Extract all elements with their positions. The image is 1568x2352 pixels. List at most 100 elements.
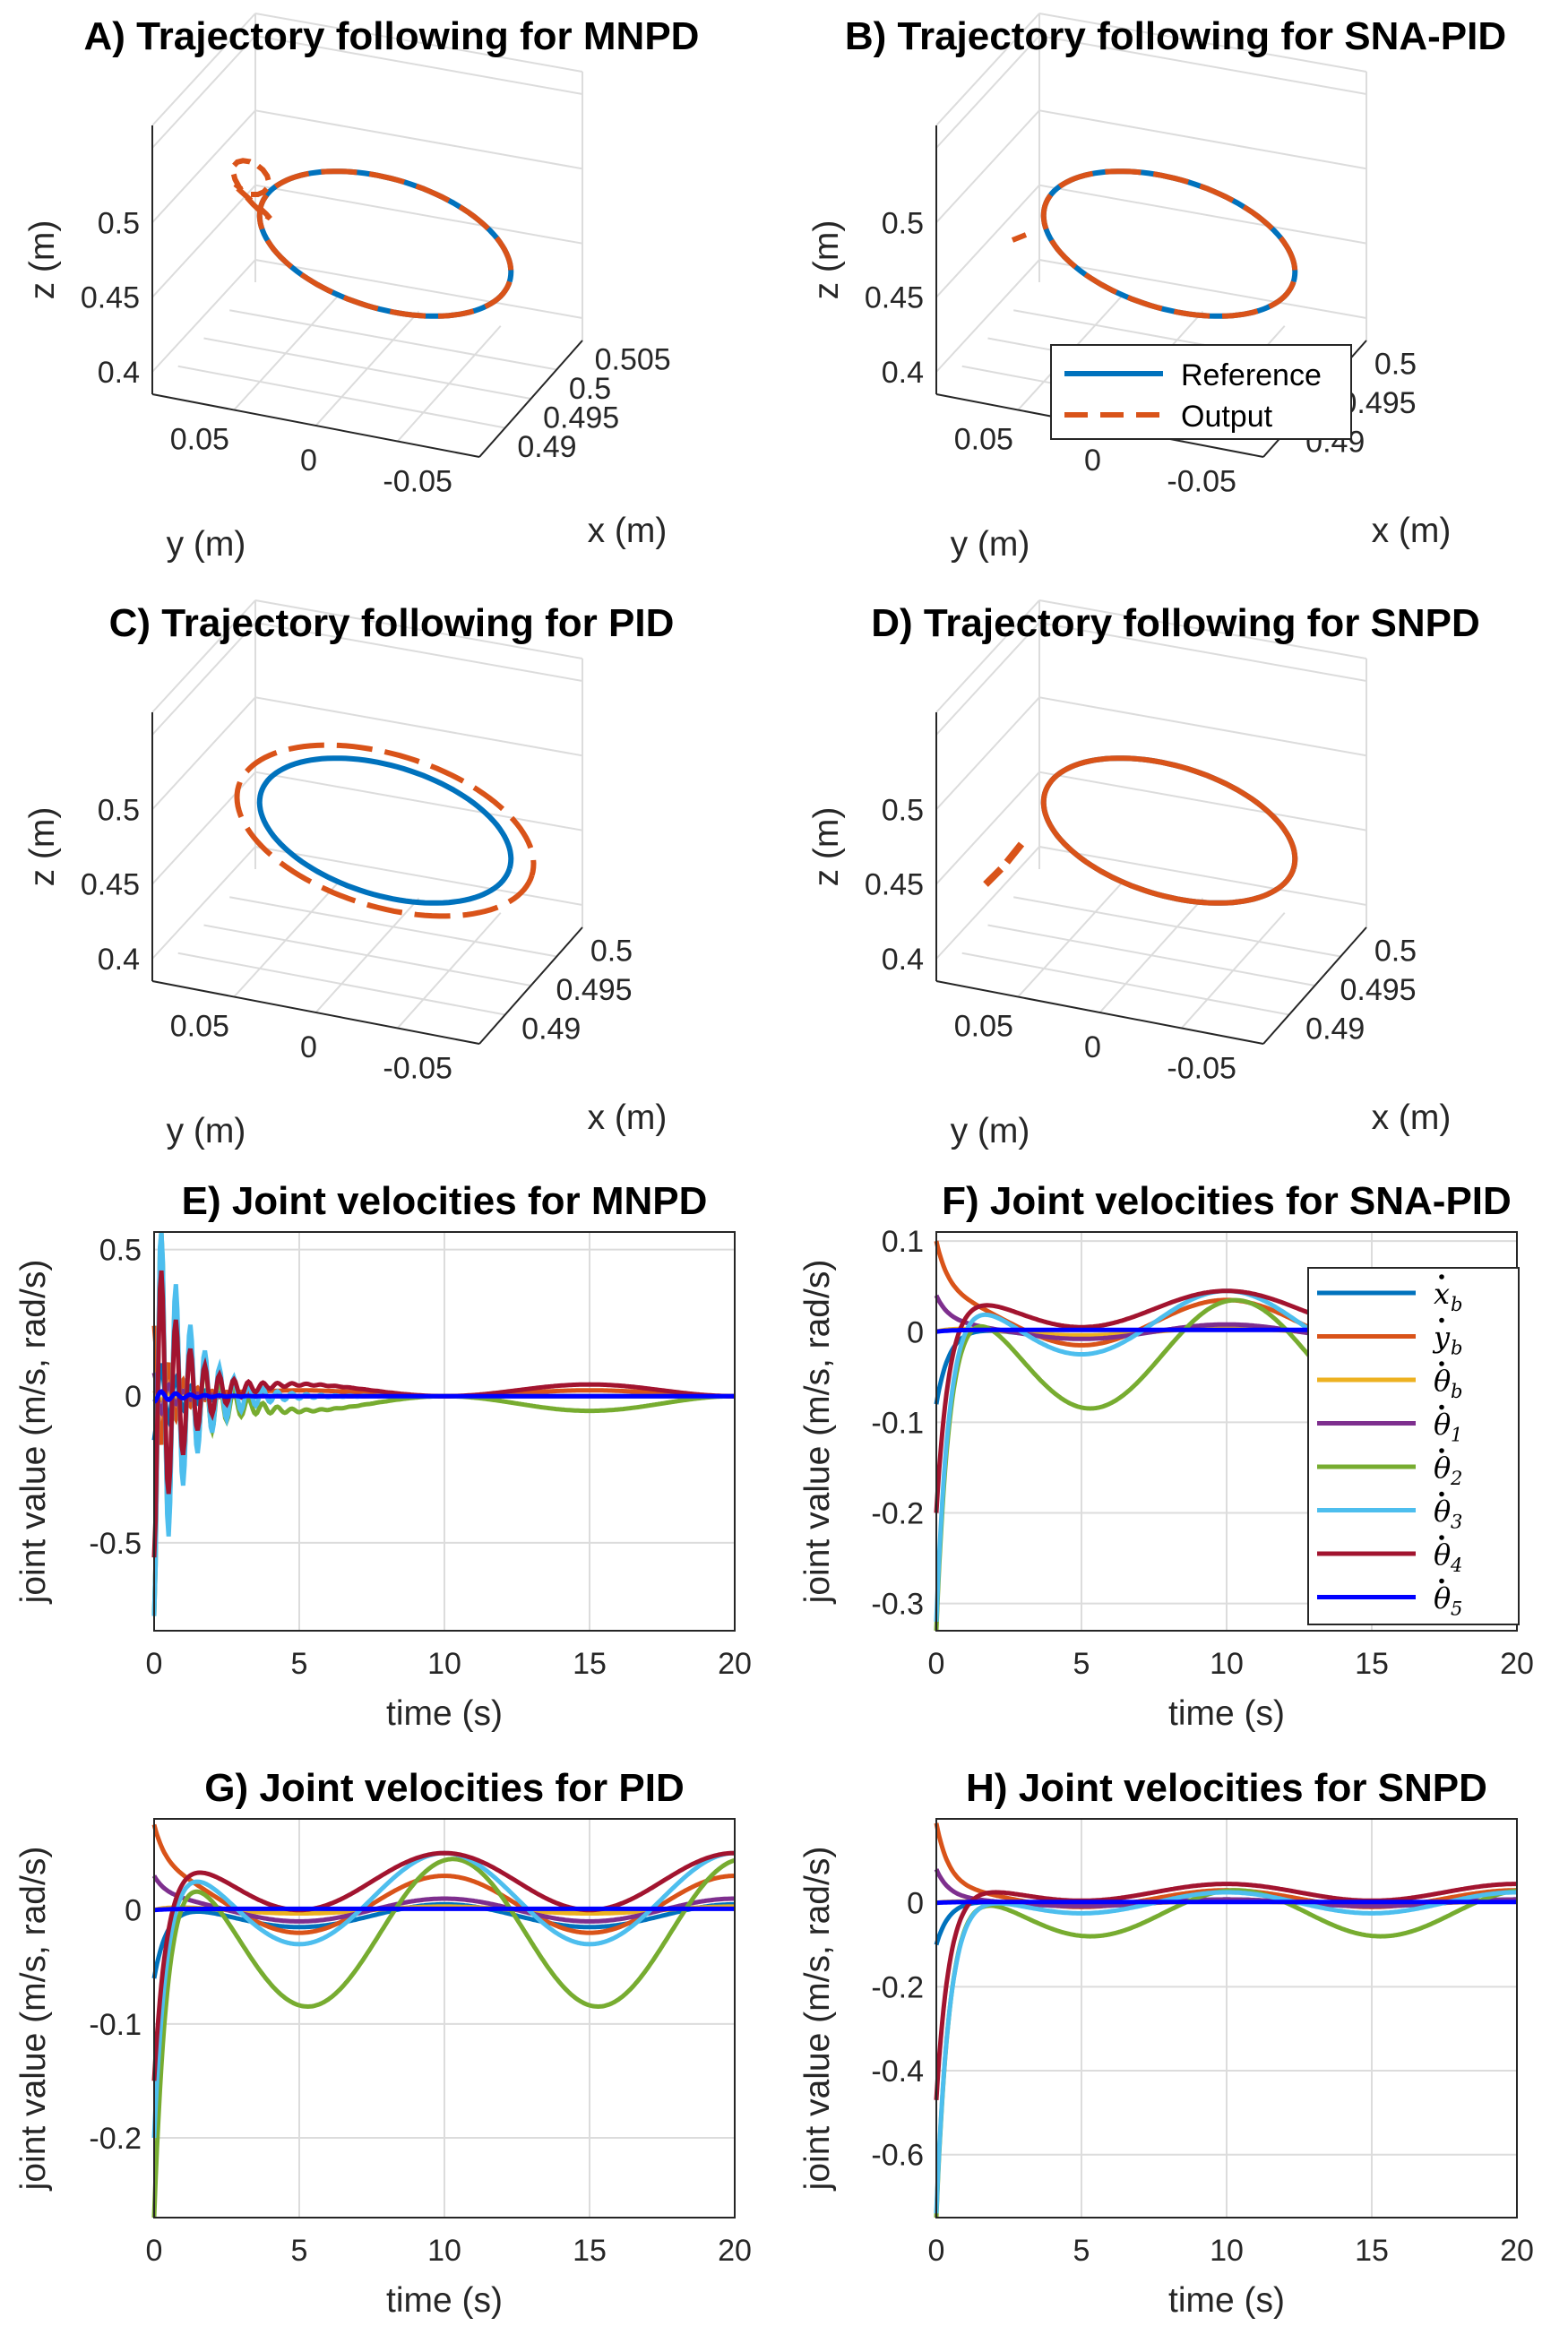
y-tick-label: -0.05 (1167, 464, 1236, 498)
x-tick-label: 0.5 (1374, 348, 1417, 382)
y-tick-label: -0.6 (871, 2139, 924, 2173)
x-tick-label: 0 (146, 1647, 163, 1681)
legend-symbol: x (1434, 1277, 1450, 1311)
y-tick-label: 0.05 (954, 1010, 1013, 1044)
x-tick-label: 0.505 (595, 342, 671, 376)
legend-symbol: θ (1434, 1495, 1451, 1529)
grid-line (935, 34, 1367, 149)
grid-line (987, 924, 1315, 986)
y-tick-label: 0.1 (882, 1225, 924, 1259)
x-tick-label: 20 (1500, 2234, 1534, 2268)
grid-line (935, 109, 1367, 223)
x-tick-label: 20 (718, 1647, 752, 1681)
grid-line (151, 34, 583, 149)
output-trajectory (234, 742, 537, 919)
z-tick-label: 0.45 (81, 868, 140, 902)
y-tick-label: -0.2 (871, 1970, 924, 2004)
legend-symbol: θ (1434, 1408, 1451, 1442)
grid-line (151, 621, 583, 736)
grid-line (1181, 912, 1286, 1030)
x-tick-label: 0.495 (1340, 386, 1417, 420)
panel-title: A) Trajectory following for MNPD (84, 14, 700, 58)
axes-frame (935, 1818, 1518, 2218)
y-tick-label: -0.4 (871, 2055, 924, 2089)
y-tick-label: -0.1 (871, 1406, 924, 1440)
y-axis-label: y (m) (167, 525, 246, 564)
grid-line (397, 912, 502, 1030)
x-axis-label: x (m) (588, 512, 668, 550)
y-tick-label: -0.2 (871, 1497, 924, 1531)
grid-line (935, 13, 1040, 126)
legend-dot (1439, 1578, 1444, 1584)
legend-symbol: θ (1434, 1451, 1451, 1485)
x-tick-label: 20 (1500, 1647, 1534, 1681)
panel-E: 0 5 10 15 20 0.5 0 -0.5 E) Joint velocities for … (14, 1179, 752, 1733)
legend-symbol: θ (1434, 1364, 1451, 1398)
legend-box (1050, 344, 1352, 440)
output-trajectory (1040, 755, 1298, 906)
y-axis-label: y (m) (167, 1112, 246, 1150)
panel-H: 0 5 10 15 20 0 -0.2 -0.4 -0.6 H) Joint velocities… (798, 1766, 1534, 2320)
panel-D: 0.4 0.45 0.5 0.05 0 -0.05 0.49 0.495 0.5 z (m) y (… (807, 599, 1480, 1150)
grid-line (254, 13, 583, 73)
x-tick-label: 15 (1355, 2234, 1389, 2268)
x-tick-label: 0.495 (556, 973, 633, 1007)
grid-line (935, 599, 1040, 713)
z-tick-label: 0.45 (865, 281, 924, 315)
y-axis (151, 393, 480, 458)
output-trajectory (1040, 168, 1298, 319)
y-tick-label: 0.05 (170, 1010, 229, 1044)
legend-subscript: 3 (1451, 1512, 1462, 1533)
legend-subscript: b (1451, 1338, 1462, 1359)
y-axis-label: joint value (m/s, rad/s) (14, 1260, 53, 1605)
grid-line (935, 621, 1367, 736)
z-tick-label: 0.5 (882, 206, 924, 240)
panel-title: B) Trajectory following for SNA-PID (845, 14, 1506, 58)
grid-line (229, 896, 557, 958)
legend-dot (1439, 1491, 1444, 1497)
z-tick-label: 0.5 (98, 793, 140, 827)
grid-line (151, 599, 256, 713)
x-axis-label: x (m) (588, 1098, 668, 1137)
x-tick-label: 0.495 (543, 401, 619, 435)
x-tick-label: 10 (427, 2234, 461, 2268)
x-tick-label: 5 (1073, 2234, 1090, 2268)
series-line-4 (934, 1868, 1517, 1908)
y-tick-label: -0.2 (89, 2122, 142, 2156)
x-tick-label: 5 (1073, 1647, 1090, 1681)
panel-title: E) Joint velocities for MNPD (182, 1179, 708, 1223)
grid-line (151, 696, 583, 810)
grid-line (203, 924, 531, 986)
z-axis-label: z (m) (23, 807, 62, 887)
y-tick-label: 0 (907, 1315, 924, 1349)
z-axis-label: z (m) (23, 220, 62, 300)
grid-line (203, 337, 531, 400)
z-tick-label: 0.45 (81, 281, 140, 315)
grid-line (151, 109, 583, 223)
panel-title: D) Trajectory following for SNPD (871, 601, 1480, 645)
y-tick-label: 0.5 (99, 1234, 142, 1268)
x-tick-label: 0 (928, 1647, 945, 1681)
series-line-8 (935, 1900, 1517, 1906)
x-tick-label: 0.49 (521, 1012, 581, 1046)
grid-line (1038, 599, 1367, 659)
legend-subscript: 5 (1451, 1598, 1462, 1620)
grid-line (151, 771, 583, 885)
x-axis-label: time (s) (1168, 2281, 1285, 2320)
y-tick-label: 0 (300, 1030, 317, 1064)
z-tick-label: 0.4 (98, 356, 140, 390)
series-line-4 (151, 1874, 735, 1924)
grid-line (935, 771, 1367, 885)
panel-F: 0 5 10 15 200.10-0.1-0.2-0.3F) Joint velocit… (798, 1179, 1534, 1733)
x-tick-label: 15 (1355, 1647, 1389, 1681)
x-tick-label: 15 (573, 1647, 607, 1681)
legend-label-output: Output (1181, 400, 1273, 434)
grid-line (935, 845, 1367, 960)
grid-line (397, 325, 502, 443)
y-tick-label: -0.5 (89, 1527, 142, 1561)
y-axis (935, 980, 1264, 1045)
y-tick-label: 0 (125, 1380, 142, 1414)
series-line-7 (934, 1882, 1517, 2100)
x-tick-label: 0.5 (569, 372, 611, 406)
